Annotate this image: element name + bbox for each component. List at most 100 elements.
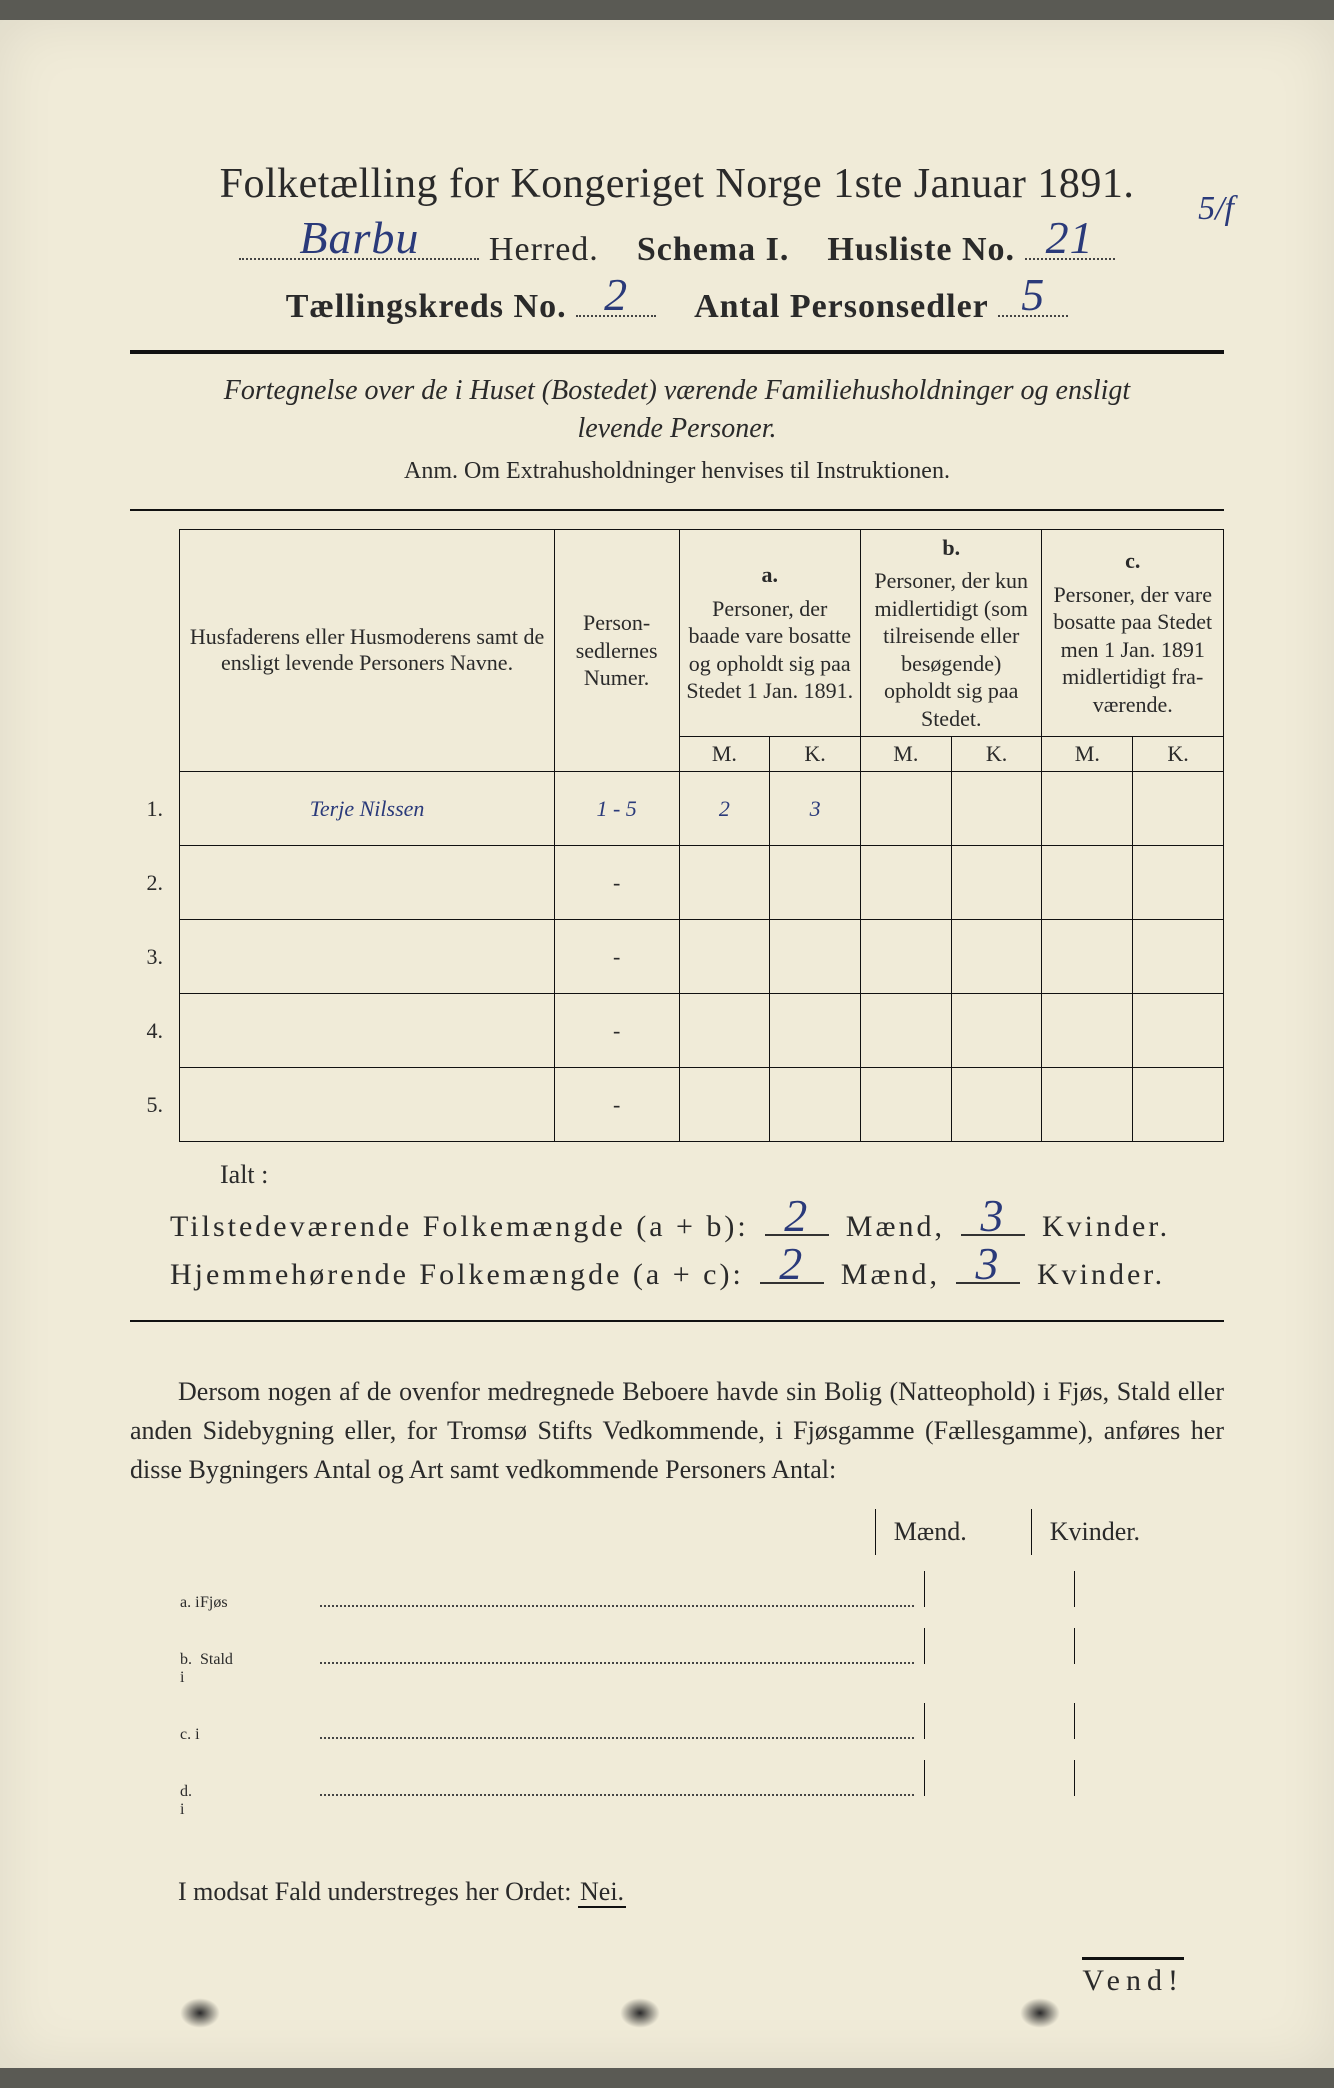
col-b-header: b. Personer, der kun midler­tidigt (som … bbox=[860, 529, 1041, 737]
nei-word: Nei. bbox=[578, 1877, 626, 1908]
bolig-row: d. i bbox=[130, 1752, 1224, 1827]
subtitle: Fortegnelse over de i Huset (Bostedet) v… bbox=[130, 372, 1224, 448]
hjemme-m: 2 bbox=[760, 1237, 824, 1290]
row-b-k bbox=[951, 994, 1042, 1068]
rule-3 bbox=[130, 1320, 1224, 1322]
bolig-lab: c. i bbox=[130, 1726, 200, 1744]
row-c-m bbox=[1042, 920, 1133, 994]
row-name bbox=[180, 1068, 554, 1142]
antal-label: Antal Personsedler bbox=[694, 288, 989, 325]
row-b-m bbox=[860, 846, 951, 920]
tear-mark bbox=[180, 1998, 220, 2028]
col-a-header: a. Personer, der baade vare bo­satte og … bbox=[679, 529, 860, 737]
row-sedler: - bbox=[554, 920, 679, 994]
table-row: 5. - bbox=[130, 1068, 1224, 1142]
bolig-lab: b. i bbox=[130, 1651, 200, 1687]
c-m: M. bbox=[1042, 737, 1133, 772]
row-a-m bbox=[679, 920, 770, 994]
bolig-maend-header: Mænd. bbox=[875, 1509, 991, 1555]
bolig-lab: a. i bbox=[130, 1594, 200, 1612]
tilstede-m: 2 bbox=[765, 1189, 829, 1242]
name-header: Husfaderens eller Husmode­rens samt de e… bbox=[180, 529, 554, 772]
row-c-m bbox=[1042, 772, 1133, 846]
row-b-m bbox=[860, 994, 951, 1068]
bolig-kvinder-header: Kvinder. bbox=[1031, 1509, 1164, 1555]
row-num: 3. bbox=[130, 920, 180, 994]
herred-label: Herred. bbox=[489, 231, 599, 268]
bolig-k-col bbox=[1074, 1760, 1224, 1796]
row-a-k bbox=[770, 1068, 861, 1142]
col-c-header: c. Personer, der vare bosatte paa Stedet… bbox=[1042, 529, 1224, 737]
bolig-dots bbox=[320, 1778, 914, 1796]
col-c-text: Personer, der vare bosatte paa Stedet me… bbox=[1053, 582, 1212, 717]
bolig-row: a. iFjøs bbox=[130, 1563, 1224, 1620]
kreds-value: 2 bbox=[576, 268, 656, 321]
row-c-m bbox=[1042, 846, 1133, 920]
row-c-k bbox=[1133, 846, 1224, 920]
row-name bbox=[180, 846, 554, 920]
row-c-k bbox=[1133, 994, 1224, 1068]
header-row-1: Barbu Herred. Schema I. Husliste No. 21 bbox=[130, 226, 1224, 269]
corner-annotation: 5/f bbox=[1198, 190, 1234, 228]
sedler-header: Person­sedler­nes Numer. bbox=[554, 529, 679, 772]
row-c-m bbox=[1042, 1068, 1133, 1142]
nei-line: I modsat Fald understreges her Ordet: Ne… bbox=[130, 1877, 1224, 1907]
row-a-m bbox=[679, 994, 770, 1068]
row-a-k bbox=[770, 920, 861, 994]
maend-label-1: Mænd, bbox=[846, 1210, 945, 1243]
main-title: Folketælling for Kongeriget Norge 1ste J… bbox=[130, 160, 1224, 208]
header-row-2: Tællingskreds No. 2 Antal Personsedler 5 bbox=[130, 283, 1224, 326]
row-b-k bbox=[951, 772, 1042, 846]
row-num: 1. bbox=[130, 772, 180, 846]
bolig-type: Stald bbox=[200, 1651, 320, 1669]
bolig-lab: d. i bbox=[130, 1783, 200, 1819]
bolig-k-col bbox=[1074, 1571, 1224, 1607]
main-table: Husfaderens eller Husmode­rens samt de e… bbox=[130, 529, 1224, 1143]
row-a-m bbox=[679, 846, 770, 920]
vend-label: Vend! bbox=[1082, 1957, 1184, 1998]
totals-line-1: Tilstedeværende Folkemængde (a + b): 2 M… bbox=[170, 1206, 1224, 1244]
subtitle-line2: levende Personer. bbox=[577, 413, 776, 444]
col-a-text: Personer, der baade vare bo­satte og oph… bbox=[686, 596, 853, 704]
bolig-dots bbox=[320, 1646, 914, 1664]
tear-mark bbox=[1020, 1998, 1060, 2028]
row-a-k bbox=[770, 994, 861, 1068]
hjemme-m-slot: 2 bbox=[760, 1254, 824, 1284]
row-b-m bbox=[860, 772, 951, 846]
row-num: 5. bbox=[130, 1068, 180, 1142]
row-sedler: - bbox=[554, 1068, 679, 1142]
bolig-dots bbox=[320, 1721, 914, 1739]
ialt-label: Ialt : bbox=[130, 1142, 1224, 1196]
row-b-k bbox=[951, 920, 1042, 994]
herred-value: Barbu bbox=[239, 211, 479, 264]
bolig-k-col bbox=[1074, 1628, 1224, 1664]
hjemme-k: 3 bbox=[956, 1237, 1020, 1290]
row-b-m bbox=[860, 920, 951, 994]
row-a-m bbox=[679, 1068, 770, 1142]
table-row: 3. - bbox=[130, 920, 1224, 994]
bolig-row: b. iStald bbox=[130, 1620, 1224, 1695]
tilstede-m-slot: 2 bbox=[765, 1206, 829, 1236]
row-b-k bbox=[951, 846, 1042, 920]
subtitle-line1: Fortegnelse over de i Huset (Bostedet) v… bbox=[224, 375, 1130, 406]
table-row: 2.- bbox=[130, 846, 1224, 920]
maend-label-2: Mænd, bbox=[841, 1258, 940, 1291]
bolig-m-col bbox=[924, 1571, 1074, 1607]
row-c-m bbox=[1042, 994, 1133, 1068]
tilstede-k: 3 bbox=[961, 1189, 1025, 1242]
row-a-k bbox=[770, 846, 861, 920]
bolig-paragraph: Dersom nogen af de ovenfor medregnede Be… bbox=[130, 1372, 1224, 1489]
row-c-k bbox=[1133, 920, 1224, 994]
rule-1 bbox=[130, 350, 1224, 354]
row-num: 2. bbox=[130, 846, 180, 920]
nei-text: I modsat Fald understreges her Ordet: bbox=[178, 1877, 572, 1906]
row-a-k: 3 bbox=[770, 772, 861, 846]
tilstede-label: Tilstedeværende Folkemængde (a + b): bbox=[170, 1210, 749, 1243]
totals-line-2: Hjemmehørende Folkemængde (a + c): 2 Mæn… bbox=[170, 1254, 1224, 1292]
row-a-m: 2 bbox=[679, 772, 770, 846]
row-name: Terje Nilssen bbox=[180, 772, 554, 846]
bolig-k-col bbox=[1074, 1703, 1224, 1739]
table-row: 4.- bbox=[130, 994, 1224, 1068]
antal-value: 5 bbox=[998, 268, 1068, 321]
a-k: K. bbox=[770, 737, 861, 772]
